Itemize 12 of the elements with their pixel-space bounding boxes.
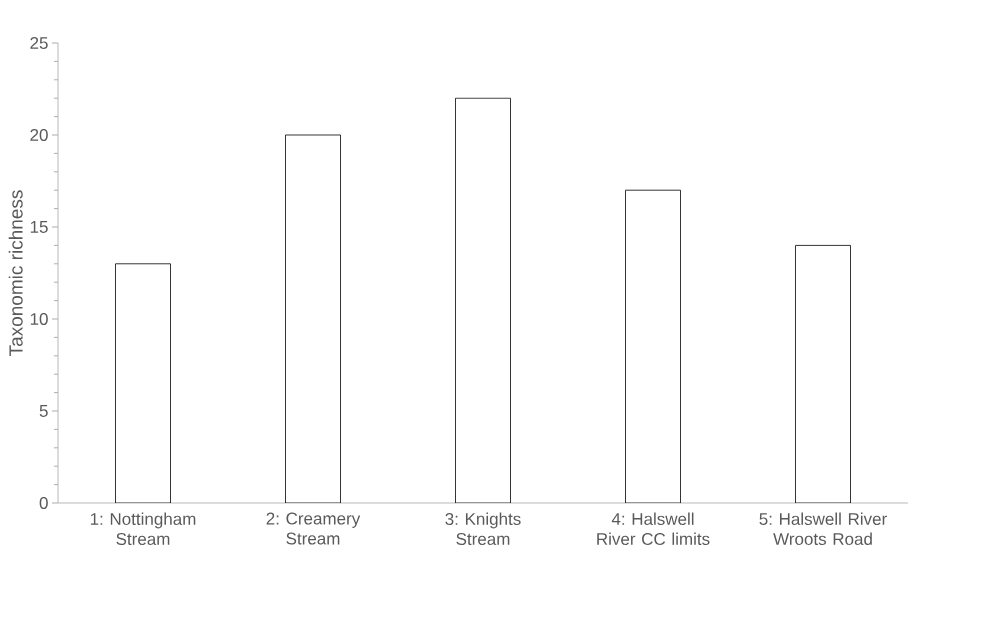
y-tick-label: 5 <box>39 405 48 417</box>
y-axis-title: Taxonomic richness <box>8 190 23 356</box>
y-tick-label: 15 <box>30 221 48 233</box>
y-tick-label: 25 <box>30 36 48 50</box>
y-tick-label: 20 <box>30 128 48 142</box>
x-tick-label: 3: Knights Stream <box>445 512 521 546</box>
y-tick-label: 10 <box>30 312 48 326</box>
x-tick-label: 2: Creamery Stream <box>266 512 361 545</box>
x-tick-label: 1: Nottingham Stream <box>90 512 196 546</box>
x-tick-label: 5: Halswell River Wroots Road <box>759 512 887 546</box>
y-tick-label: 0 <box>39 496 48 510</box>
x-tick-label: 4: Halswell River CC limits <box>597 512 710 546</box>
